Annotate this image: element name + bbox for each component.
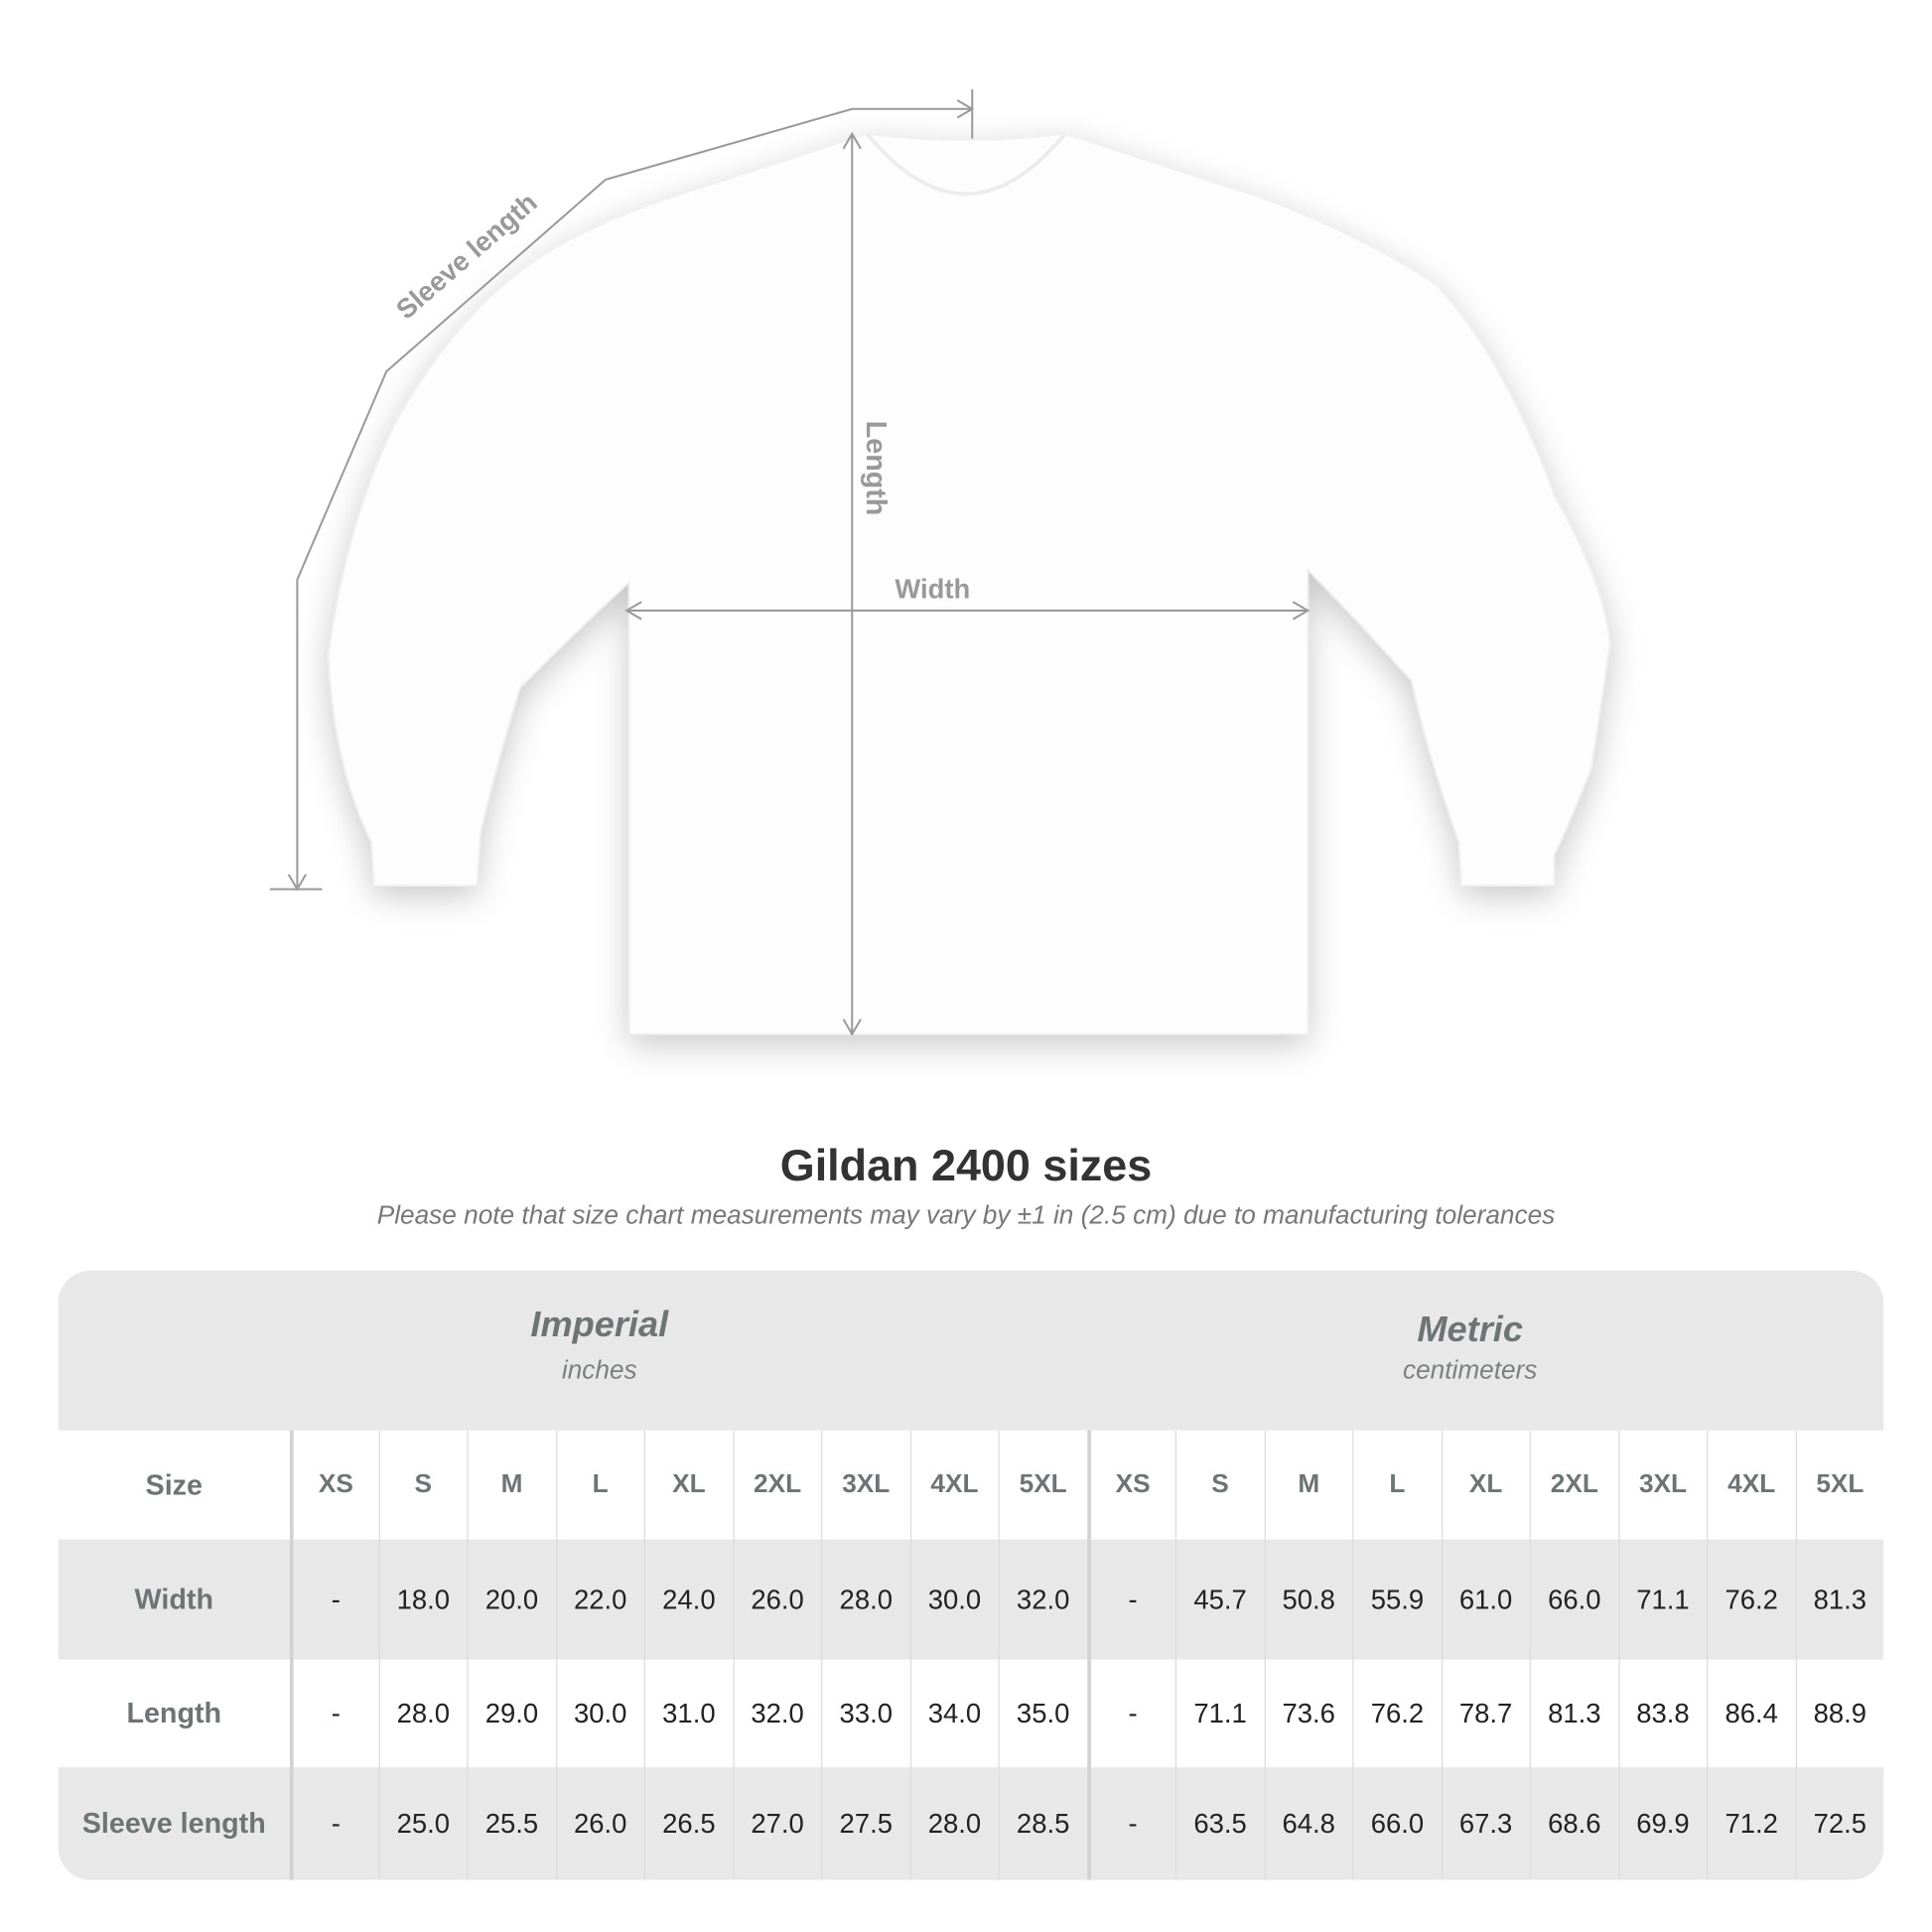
imperial-size-xs: XS xyxy=(289,1430,378,1540)
shirt-diagram: Sleeve length Length Width xyxy=(269,88,1611,1036)
unit-header-band xyxy=(58,1270,1884,1431)
metric-value-cell: 61.0 xyxy=(1441,1539,1529,1660)
imperial-value-cell: 30.0 xyxy=(909,1539,998,1660)
imperial-value-cell: 24.0 xyxy=(643,1539,733,1660)
length-label: Length xyxy=(860,421,892,516)
size-header-label: Size xyxy=(145,1467,203,1501)
metric-size-m: M xyxy=(1264,1430,1352,1540)
metric-size-xl: XL xyxy=(1441,1430,1529,1540)
metric-value-cell: 78.7 xyxy=(1441,1659,1529,1768)
metric-value-cell: 83.8 xyxy=(1617,1659,1707,1768)
metric-size-s: S xyxy=(1174,1430,1264,1540)
sleeve-length-line xyxy=(296,107,973,888)
imperial-size-4xl: 4XL xyxy=(909,1430,998,1540)
imperial-size-m: M xyxy=(467,1430,555,1540)
metric-unit: centimeters xyxy=(1402,1355,1538,1385)
metric-value-cell: 73.6 xyxy=(1264,1659,1352,1768)
width-label: Width xyxy=(895,574,970,605)
metric-value-cell: 72.5 xyxy=(1795,1767,1883,1880)
imperial-title: Imperial xyxy=(530,1305,669,1345)
tolerance-note: Please note that size chart measurements… xyxy=(376,1201,1556,1230)
size-table: Imperial inches Metric centimeters Size X… xyxy=(58,1270,1884,1880)
page-title: Gildan 2400 sizes xyxy=(779,1139,1153,1190)
metric-value-cell: - xyxy=(1086,1539,1175,1660)
metric-value-cell: 81.3 xyxy=(1795,1539,1883,1660)
long-sleeve-shirt xyxy=(327,132,1611,1035)
size-header-row: Size XS S M L XL 2XL 3XL 4XL 5XL XS S M L XL 2XL 3XL 4XL 5… xyxy=(59,1430,1884,1540)
imperial-unit: inches xyxy=(561,1355,637,1385)
imperial-value-cell: 30.0 xyxy=(555,1659,643,1768)
imperial-value-cell: 27.5 xyxy=(821,1767,909,1880)
imperial-value-cell: 22.0 xyxy=(555,1539,643,1660)
metric-value-cell: 63.5 xyxy=(1174,1767,1264,1880)
imperial-value-cell: 26.5 xyxy=(643,1767,733,1880)
metric-value-cell: 66.0 xyxy=(1529,1539,1618,1660)
metric-value-cell: 55.9 xyxy=(1352,1539,1441,1660)
imperial-value-cell: - xyxy=(289,1659,378,1768)
imperial-value-cell: 27.0 xyxy=(732,1767,821,1880)
metric-value-cell: 71.1 xyxy=(1617,1539,1707,1660)
imperial-value-cell: 28.5 xyxy=(998,1767,1086,1880)
metric-size-4xl: 4XL xyxy=(1706,1430,1795,1540)
metric-value-cell: - xyxy=(1086,1767,1175,1880)
row-label: Sleeve length xyxy=(81,1807,266,1840)
metric-value-cell: 86.4 xyxy=(1706,1659,1795,1768)
imperial-value-cell: 34.0 xyxy=(909,1659,998,1768)
collar xyxy=(865,132,1067,196)
metric-value-cell: 67.3 xyxy=(1441,1767,1529,1880)
metric-value-cell: 76.2 xyxy=(1352,1659,1441,1768)
table-row: Length -28.0 29.0 30.0 31.0 32.0 33.0 34.0 35.0-… xyxy=(59,1659,1884,1768)
row-label: Width xyxy=(134,1583,213,1615)
imperial-value-cell: 26.0 xyxy=(732,1539,821,1660)
imperial-size-s: S xyxy=(378,1430,467,1540)
table-row: Width -18.0 20.0 22.0 24.0 26.0 28.0 30.0 32.0-4… xyxy=(58,1539,1884,1660)
imperial-value-cell: 35.0 xyxy=(998,1659,1086,1768)
metric-value-cell: 66.0 xyxy=(1352,1767,1441,1880)
metric-value-cell: 50.8 xyxy=(1264,1539,1352,1660)
imperial-size-l: L xyxy=(555,1430,643,1540)
imperial-value-cell: 33.0 xyxy=(821,1659,909,1768)
imperial-header: Imperial inches xyxy=(290,1271,909,1431)
metric-value-cell: 88.9 xyxy=(1795,1659,1883,1768)
imperial-value-cell: 28.0 xyxy=(909,1767,998,1880)
imperial-size-5xl: 5XL xyxy=(998,1430,1086,1540)
imperial-value-cell: 28.0 xyxy=(378,1659,467,1768)
imperial-value-cell: 20.0 xyxy=(467,1539,555,1660)
metric-value-cell: 69.9 xyxy=(1617,1767,1707,1880)
metric-value-cell: 68.6 xyxy=(1529,1767,1618,1880)
imperial-value-cell: 18.0 xyxy=(378,1539,467,1660)
row-label: Length xyxy=(126,1696,222,1729)
metric-size-l: L xyxy=(1352,1430,1441,1540)
imperial-size-3xl: 3XL xyxy=(821,1430,909,1540)
metric-value-cell: 71.2 xyxy=(1706,1767,1795,1880)
imperial-value-cell: 26.0 xyxy=(555,1767,643,1880)
metric-size-3xl: 3XL xyxy=(1617,1430,1707,1540)
imperial-value-cell: 31.0 xyxy=(643,1659,733,1768)
metric-value-cell: 71.1 xyxy=(1174,1659,1264,1768)
imperial-value-cell: 32.0 xyxy=(998,1539,1086,1660)
metric-title: Metric xyxy=(1417,1310,1523,1350)
imperial-value-cell: 29.0 xyxy=(467,1659,555,1768)
imperial-value-cell: 28.0 xyxy=(821,1539,909,1660)
metric-size-2xl: 2XL xyxy=(1529,1430,1618,1540)
metric-size-xs: XS xyxy=(1086,1430,1175,1540)
metric-value-cell: - xyxy=(1086,1659,1175,1768)
metric-header: Metric centimeters xyxy=(1087,1271,1853,1431)
imperial-value-cell: 25.0 xyxy=(378,1767,467,1880)
imperial-size-2xl: 2XL xyxy=(732,1430,821,1540)
imperial-value-cell: 32.0 xyxy=(732,1659,821,1768)
metric-value-cell: 64.8 xyxy=(1264,1767,1352,1880)
imperial-value-cell: - xyxy=(289,1539,378,1660)
imperial-value-cell: - xyxy=(289,1767,378,1880)
table-row: Sleeve length -25.0 25.5 26.0 26.5 27.0 27.5 28… xyxy=(58,1767,1884,1880)
metric-value-cell: 76.2 xyxy=(1706,1539,1795,1660)
imperial-value-cell: 25.5 xyxy=(467,1767,555,1880)
metric-value-cell: 45.7 xyxy=(1174,1539,1264,1660)
metric-value-cell: 81.3 xyxy=(1529,1659,1618,1768)
imperial-size-xl: XL xyxy=(643,1430,733,1540)
metric-size-5xl: 5XL xyxy=(1795,1430,1883,1540)
